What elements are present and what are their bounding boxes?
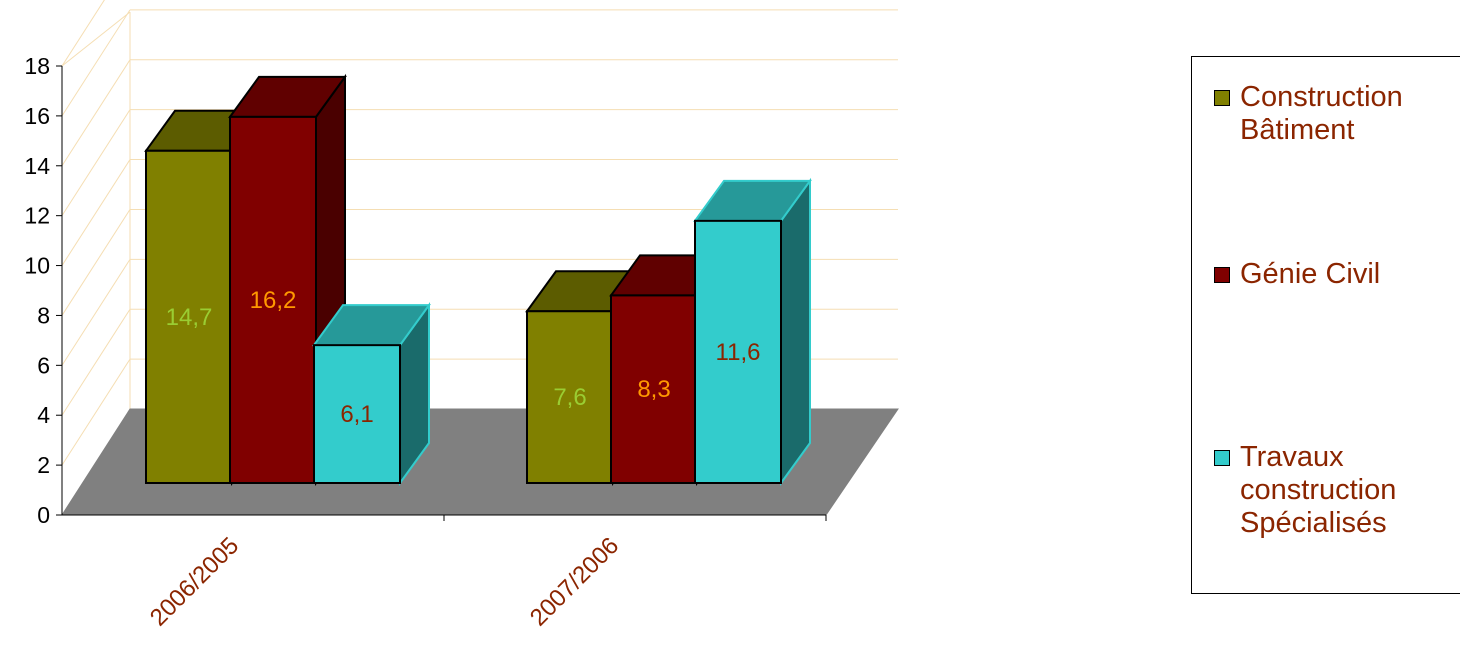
legend-swatch-genie-civil (1214, 267, 1230, 283)
grid-diagonal (61, 9, 131, 117)
grid-diagonal (61, 358, 131, 466)
y-tick-label: 2 (37, 452, 50, 478)
grid-diagonal (61, 11, 131, 67)
legend-label-genie-civil: Génie Civil (1240, 258, 1381, 290)
legend-label-construction-batiment: Construction Bâtiment (1240, 81, 1403, 146)
legend-item-genie-civil: Génie Civil (1214, 258, 1460, 291)
bar-front (313, 344, 401, 485)
y-tick-label: 8 (37, 302, 50, 328)
legend-swatch-travaux-specialises (1214, 450, 1230, 466)
y-tick-label: 16 (24, 103, 50, 129)
y-tick-label: 14 (24, 153, 50, 179)
y-tick-label: 6 (37, 352, 50, 378)
y-tick-label: 18 (24, 53, 50, 79)
y-tick-label: 4 (37, 402, 50, 428)
grid-diagonal (61, 209, 131, 316)
bar-0-2 (312, 302, 431, 487)
legend-swatch-construction-batiment (1214, 90, 1230, 106)
grid-diagonal (61, 159, 131, 266)
data-label: 14,7 (166, 304, 213, 331)
bar-front (229, 115, 317, 484)
bar-layer (144, 73, 812, 487)
bar-front (694, 219, 782, 484)
grid-diagonal (61, 109, 131, 216)
data-label: 11,6 (716, 339, 761, 366)
y-tick-label: 10 (24, 253, 50, 279)
legend-item-construction-batiment: Construction Bâtiment (1214, 81, 1460, 147)
grid-diagonal (61, 308, 131, 416)
data-label: 7,6 (553, 384, 586, 411)
legend-label-travaux-specialises: Travaux construction Spécialisés (1240, 441, 1397, 539)
y-tick-label: 0 (37, 502, 50, 528)
data-label: 16,2 (250, 287, 297, 314)
bar-front (610, 294, 698, 485)
legend: Construction Bâtiment Génie Civil Travau… (1191, 56, 1460, 594)
axis-layer: 0 2 4 6 8 10 12 14 16 18 (24, 53, 827, 528)
data-label: 8,3 (637, 376, 670, 403)
category-label: 2006/2005 (145, 532, 244, 631)
bar-front (526, 310, 614, 484)
data-label: 6,1 (340, 401, 373, 428)
y-tick-label: 12 (24, 203, 50, 229)
legend-item-travaux-specialises: Travaux construction Spécialisés (1214, 441, 1460, 540)
grid-diagonal (61, 259, 131, 366)
bar-0-1 (228, 73, 347, 487)
bar-1-2 (693, 177, 812, 487)
category-label: 2007/2006 (525, 532, 624, 631)
grid-diagonal (61, 0, 105, 67)
bar-front (145, 149, 233, 484)
bar-side (780, 177, 811, 487)
grid-diagonal (61, 59, 131, 167)
